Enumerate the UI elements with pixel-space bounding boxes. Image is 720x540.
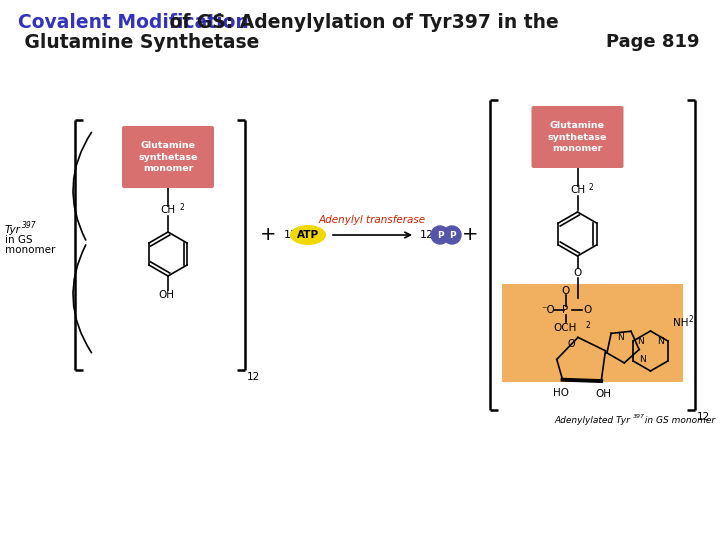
Text: P: P: [562, 305, 569, 315]
Text: O: O: [562, 286, 570, 296]
Circle shape: [431, 226, 449, 244]
Text: Covalent Modification: Covalent Modification: [18, 13, 248, 32]
Text: HO: HO: [552, 388, 569, 398]
Text: Tyr: Tyr: [5, 225, 21, 235]
Text: 2: 2: [688, 314, 693, 323]
Text: in GS monomer: in GS monomer: [642, 416, 715, 425]
Text: 2: 2: [179, 202, 184, 212]
Text: OH: OH: [158, 290, 174, 300]
Text: Page 819: Page 819: [606, 33, 700, 51]
Text: O: O: [583, 305, 592, 315]
Text: monomer: monomer: [5, 245, 55, 255]
Text: P: P: [449, 231, 455, 240]
FancyBboxPatch shape: [531, 106, 624, 168]
FancyBboxPatch shape: [122, 126, 214, 188]
Text: CH: CH: [161, 205, 176, 215]
Text: 397: 397: [632, 414, 644, 419]
Text: N: N: [639, 354, 646, 363]
Text: O: O: [567, 339, 575, 349]
Text: +: +: [462, 226, 478, 245]
Text: OH: OH: [595, 389, 611, 399]
Text: 2: 2: [588, 183, 593, 192]
Text: O: O: [573, 268, 582, 278]
Text: N: N: [637, 336, 644, 346]
Circle shape: [443, 226, 461, 244]
Text: ⁻O: ⁻O: [541, 305, 555, 315]
Text: 12: 12: [697, 412, 710, 422]
Text: Adenylyl transferase: Adenylyl transferase: [319, 215, 426, 225]
Text: CH: CH: [570, 185, 585, 195]
FancyBboxPatch shape: [502, 284, 683, 382]
Ellipse shape: [290, 225, 326, 245]
Text: +: +: [260, 226, 276, 245]
Text: NH: NH: [672, 318, 688, 328]
Text: Adenylylated Tyr: Adenylylated Tyr: [554, 416, 631, 425]
Text: 2: 2: [585, 321, 590, 329]
Text: N: N: [657, 336, 664, 346]
Text: Glutamine
synthetase
monomer: Glutamine synthetase monomer: [138, 141, 198, 173]
Text: 397: 397: [22, 221, 37, 231]
Text: of GS: Adenylylation of Tyr397 in the: of GS: Adenylylation of Tyr397 in the: [163, 13, 559, 32]
Text: 12: 12: [247, 372, 260, 382]
Text: 12: 12: [420, 230, 434, 240]
Text: OCH: OCH: [554, 323, 577, 333]
Text: ATP: ATP: [297, 230, 319, 240]
Text: Glutamine Synthetase: Glutamine Synthetase: [18, 33, 259, 52]
Text: P: P: [437, 231, 444, 240]
Text: 12: 12: [284, 230, 298, 240]
Text: Glutamine
synthetase
monomer: Glutamine synthetase monomer: [548, 121, 607, 153]
Text: in GS: in GS: [5, 235, 32, 245]
Text: N: N: [617, 334, 624, 342]
